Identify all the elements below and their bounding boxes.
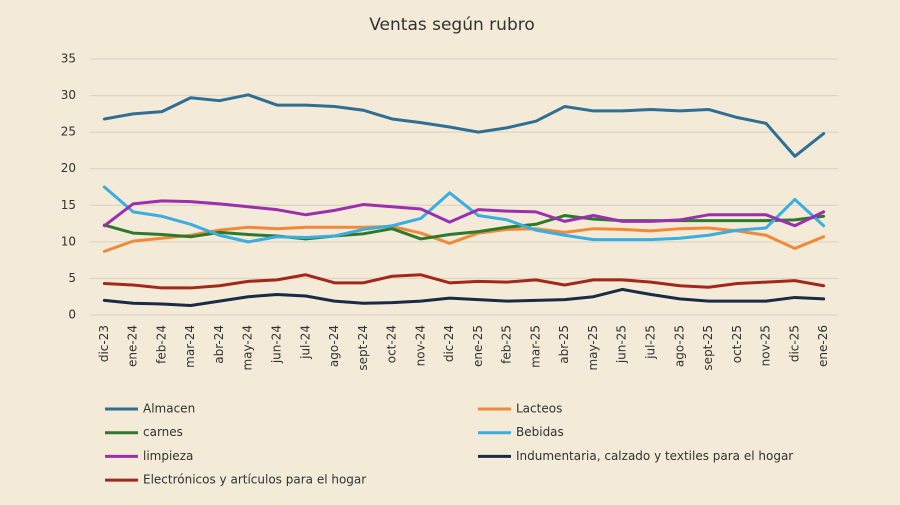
series-line <box>102 93 826 158</box>
legend-label: Lacteos <box>516 402 562 416</box>
y-tick-label: 30 <box>61 88 76 102</box>
x-tick-label: feb-24 <box>154 325 168 364</box>
x-tick-label: may-25 <box>586 325 600 371</box>
series-line <box>102 214 826 241</box>
x-tick-label: jun-24 <box>270 325 284 364</box>
chart-title: Ventas según rubro <box>369 15 535 35</box>
y-tick-label: 15 <box>61 198 76 212</box>
y-tick-label: 25 <box>61 125 76 139</box>
legend-label: Electrónicos y artículos para el hogar <box>143 473 366 487</box>
x-tick-label: oct-25 <box>730 325 744 363</box>
x-tick-label: ago-25 <box>672 325 686 367</box>
x-tick-label: ago-24 <box>327 325 341 367</box>
x-tick-label: jul-24 <box>298 325 312 360</box>
series-line <box>102 185 826 244</box>
y-tick-label: 20 <box>61 161 76 175</box>
x-tick-label: ene-26 <box>816 325 830 367</box>
legend-label: limpieza <box>143 449 193 463</box>
x-tick-label: jun-25 <box>615 325 629 364</box>
x-tick-label: sept-25 <box>701 325 715 371</box>
series-line <box>102 273 826 290</box>
legend-label: Indumentaria, calzado y textiles para el… <box>516 449 793 463</box>
x-tick-label: abr-24 <box>212 325 226 364</box>
y-tick-label: 35 <box>61 52 76 66</box>
x-tick-label: mar-24 <box>183 325 197 368</box>
x-tick-label: dic-25 <box>787 325 801 362</box>
x-tick-label: jul-25 <box>644 325 658 360</box>
x-tick-label: dic-24 <box>442 325 456 362</box>
y-tick-label: 5 <box>68 271 76 285</box>
x-tick-label: abr-25 <box>557 325 571 364</box>
legend-label: Almacen <box>143 402 195 416</box>
y-tick-label: 10 <box>61 234 76 248</box>
series-line <box>102 199 826 228</box>
series-line <box>102 224 826 253</box>
x-tick-label: mar-25 <box>528 325 542 368</box>
series-line <box>102 287 826 307</box>
x-tick-label: nov-25 <box>759 325 773 366</box>
x-tick-label: dic-23 <box>97 325 111 362</box>
y-tick-label: 0 <box>68 308 76 322</box>
x-tick-label: oct-24 <box>385 325 399 363</box>
x-tick-label: feb-25 <box>500 325 514 364</box>
x-tick-label: nov-24 <box>413 325 427 366</box>
x-tick-label: ene-25 <box>471 325 485 367</box>
legend-label: Bebidas <box>516 425 564 439</box>
x-tick-label: sept-24 <box>356 325 370 371</box>
legend-label: carnes <box>143 425 183 439</box>
x-tick-label: may-24 <box>241 325 255 371</box>
x-tick-label: ene-24 <box>126 325 140 367</box>
